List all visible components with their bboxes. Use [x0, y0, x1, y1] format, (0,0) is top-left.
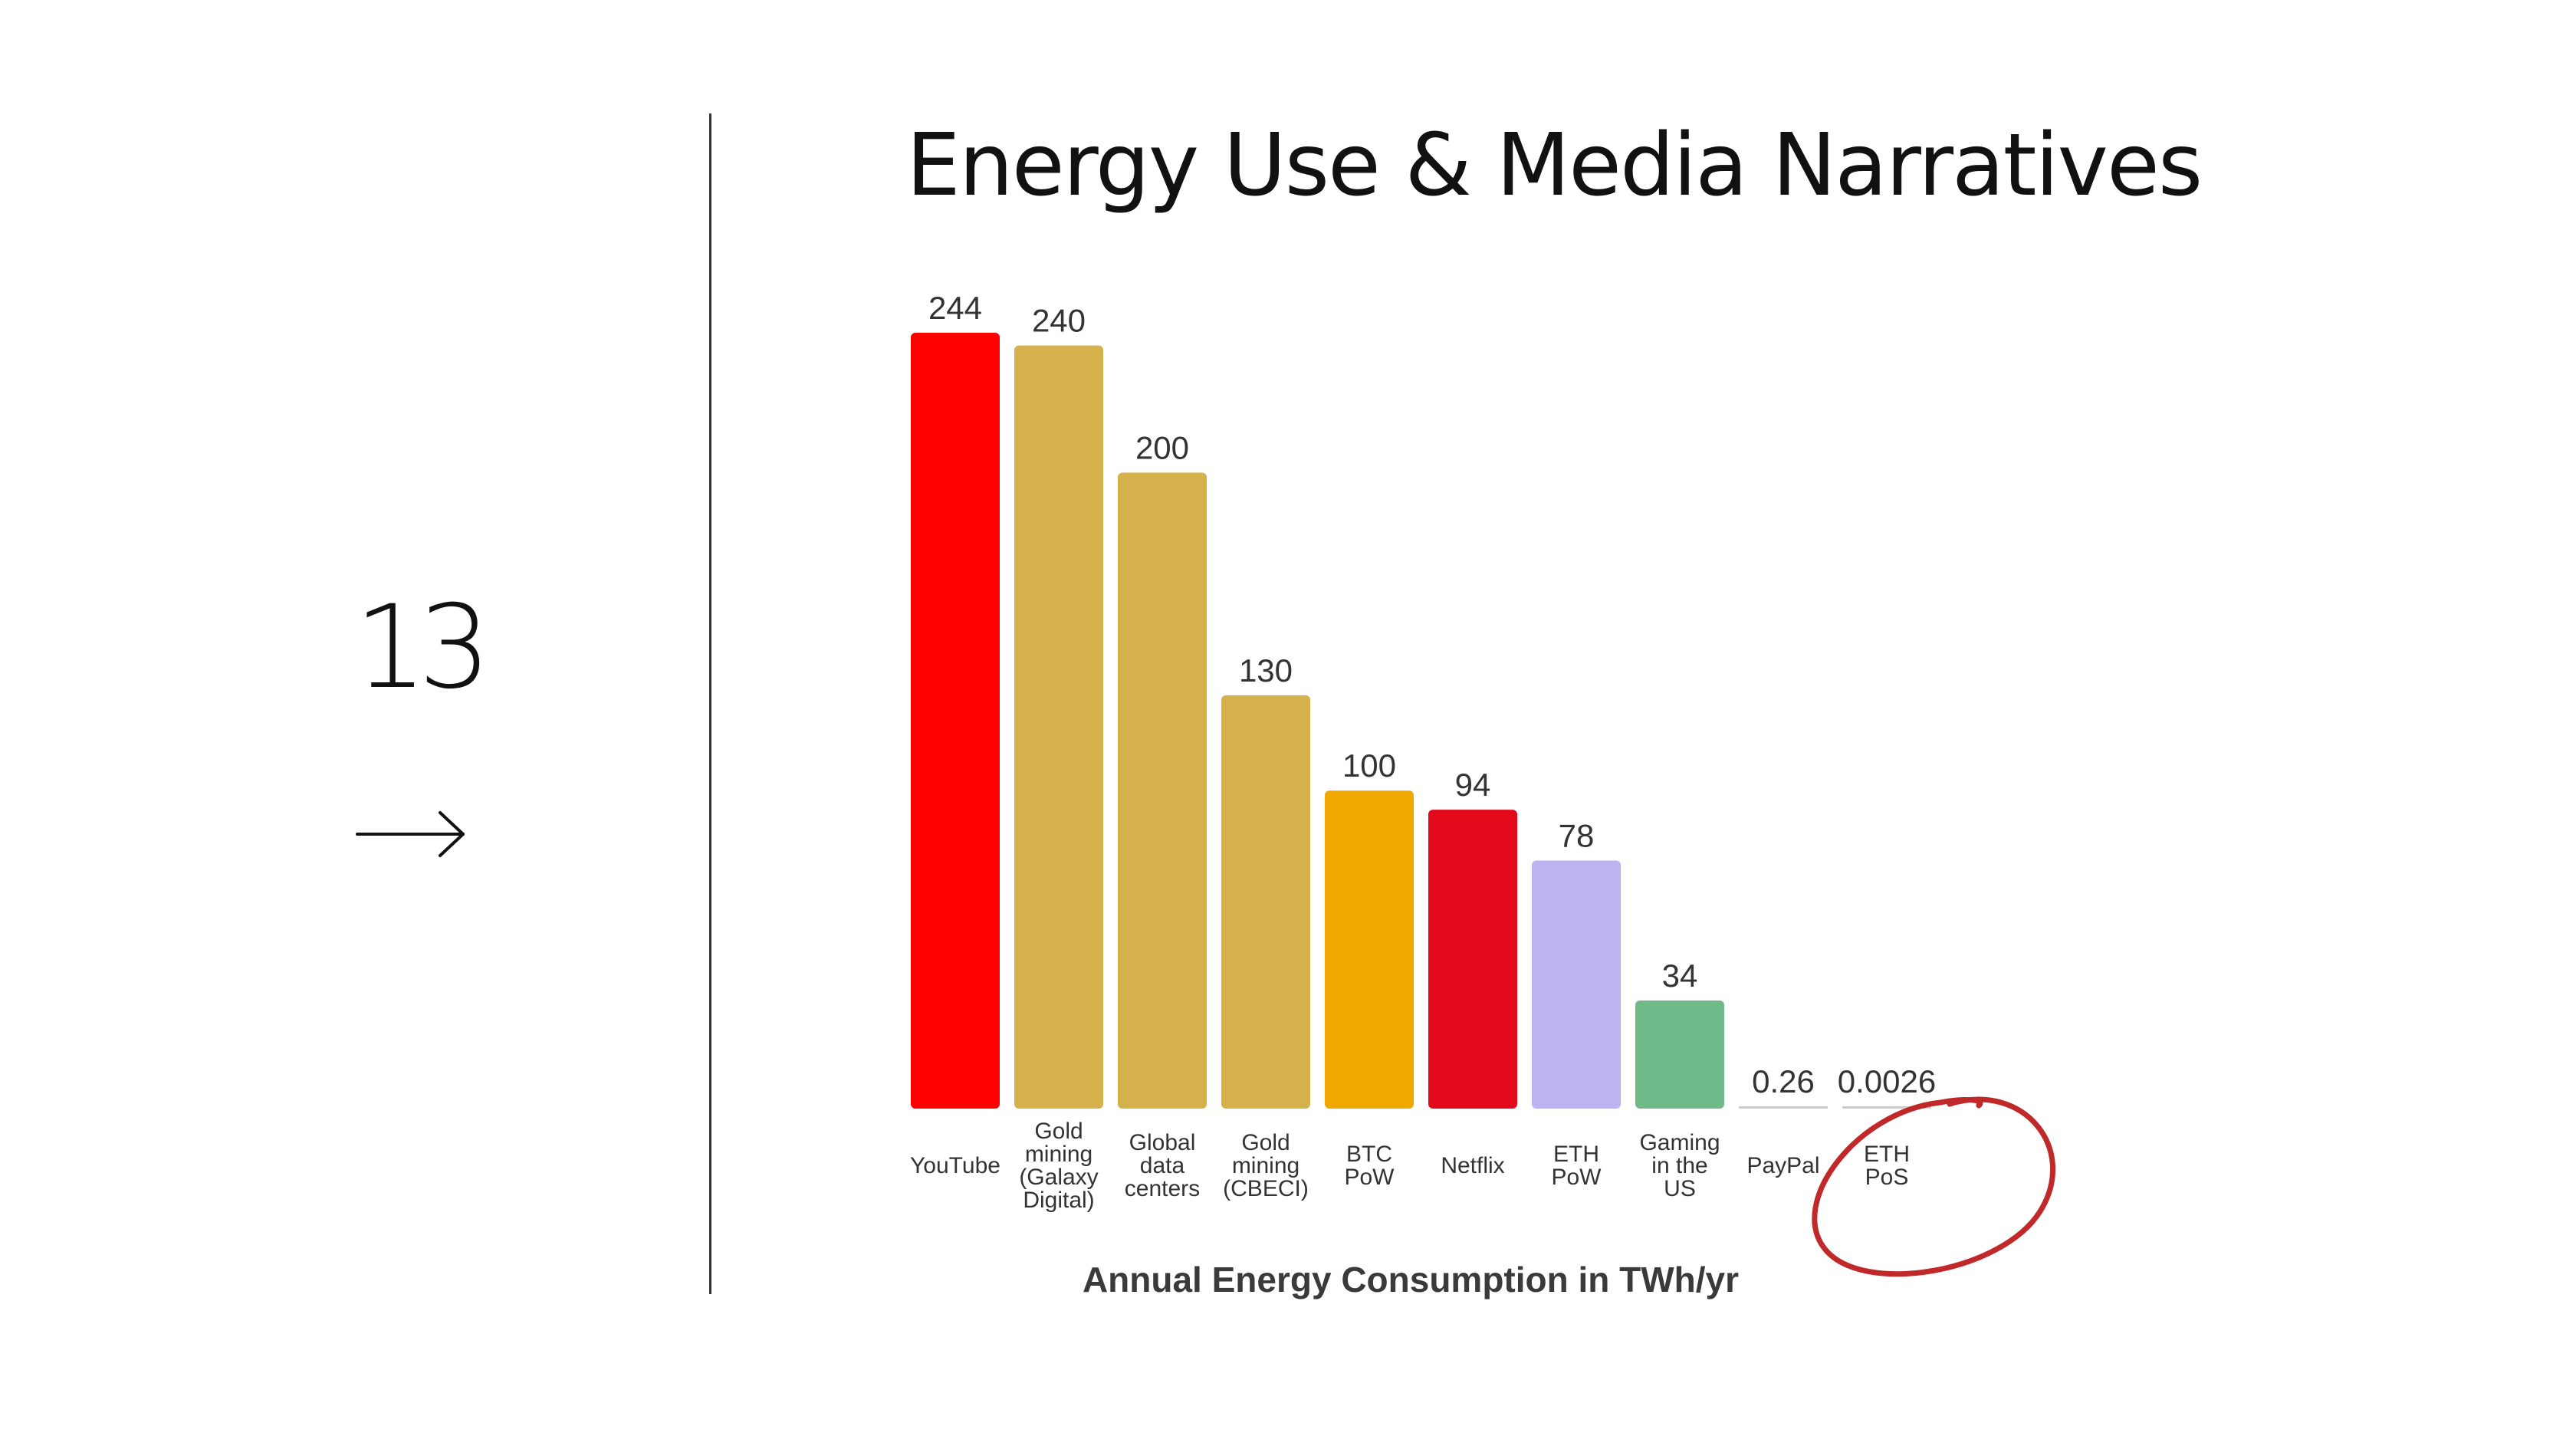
page-title: Energy Use & Media Narratives [906, 116, 2203, 215]
tick-label: ETH PoW [1551, 1142, 1602, 1190]
tick-label: BTC PoW [1344, 1142, 1395, 1190]
data-label: 0.0026 [1838, 1063, 1936, 1099]
data-label: 0.26 [1752, 1063, 1815, 1099]
tick-label: PayPal [1746, 1153, 1819, 1178]
bar-6 [1428, 810, 1517, 1109]
bar-7 [1532, 860, 1621, 1109]
bar-8 [1635, 1000, 1724, 1109]
tick-label: Netflix [1441, 1153, 1504, 1178]
bar-1 [911, 333, 1000, 1109]
right-arrow-icon[interactable] [354, 803, 469, 865]
data-label: 244 [928, 290, 982, 326]
annotation-circle [1812, 1096, 2056, 1277]
bar-4 [1221, 695, 1310, 1109]
bar-2 [1014, 345, 1103, 1109]
tick-label: Gaming in the US [1639, 1130, 1720, 1201]
bar-3 [1118, 472, 1207, 1109]
chart-canvas: 244 YouTube 240 Gold mining (Galaxy Digital) 20… [910, 290, 2056, 1300]
bar-5 [1325, 790, 1414, 1109]
tick-label: Gold mining (CBECI) [1223, 1130, 1309, 1201]
tick-label: Global data centers [1125, 1130, 1200, 1201]
x-axis-title: Annual Energy Consumption in TWh/yr [1083, 1260, 1739, 1300]
energy-bar-chart: 244 YouTube 240 Gold mining (Galaxy Digital) 20… [874, 261, 2147, 1338]
data-label: 94 [1455, 767, 1491, 803]
data-label: 78 [1559, 817, 1595, 853]
data-label: 34 [1662, 958, 1698, 994]
slide-number: 13 [354, 581, 491, 715]
data-label: 100 [1342, 748, 1396, 784]
data-label: 130 [1239, 652, 1293, 688]
data-label: 240 [1032, 303, 1086, 339]
tick-label: Gold mining (Galaxy Digital) [1019, 1119, 1098, 1213]
data-label: 200 [1135, 429, 1189, 465]
bar-10 [1842, 1106, 1931, 1109]
bar-9 [1739, 1106, 1828, 1109]
tick-label: YouTube [910, 1153, 1001, 1178]
tick-label: ETH PoS [1864, 1142, 1910, 1190]
vertical-divider [709, 113, 711, 1294]
